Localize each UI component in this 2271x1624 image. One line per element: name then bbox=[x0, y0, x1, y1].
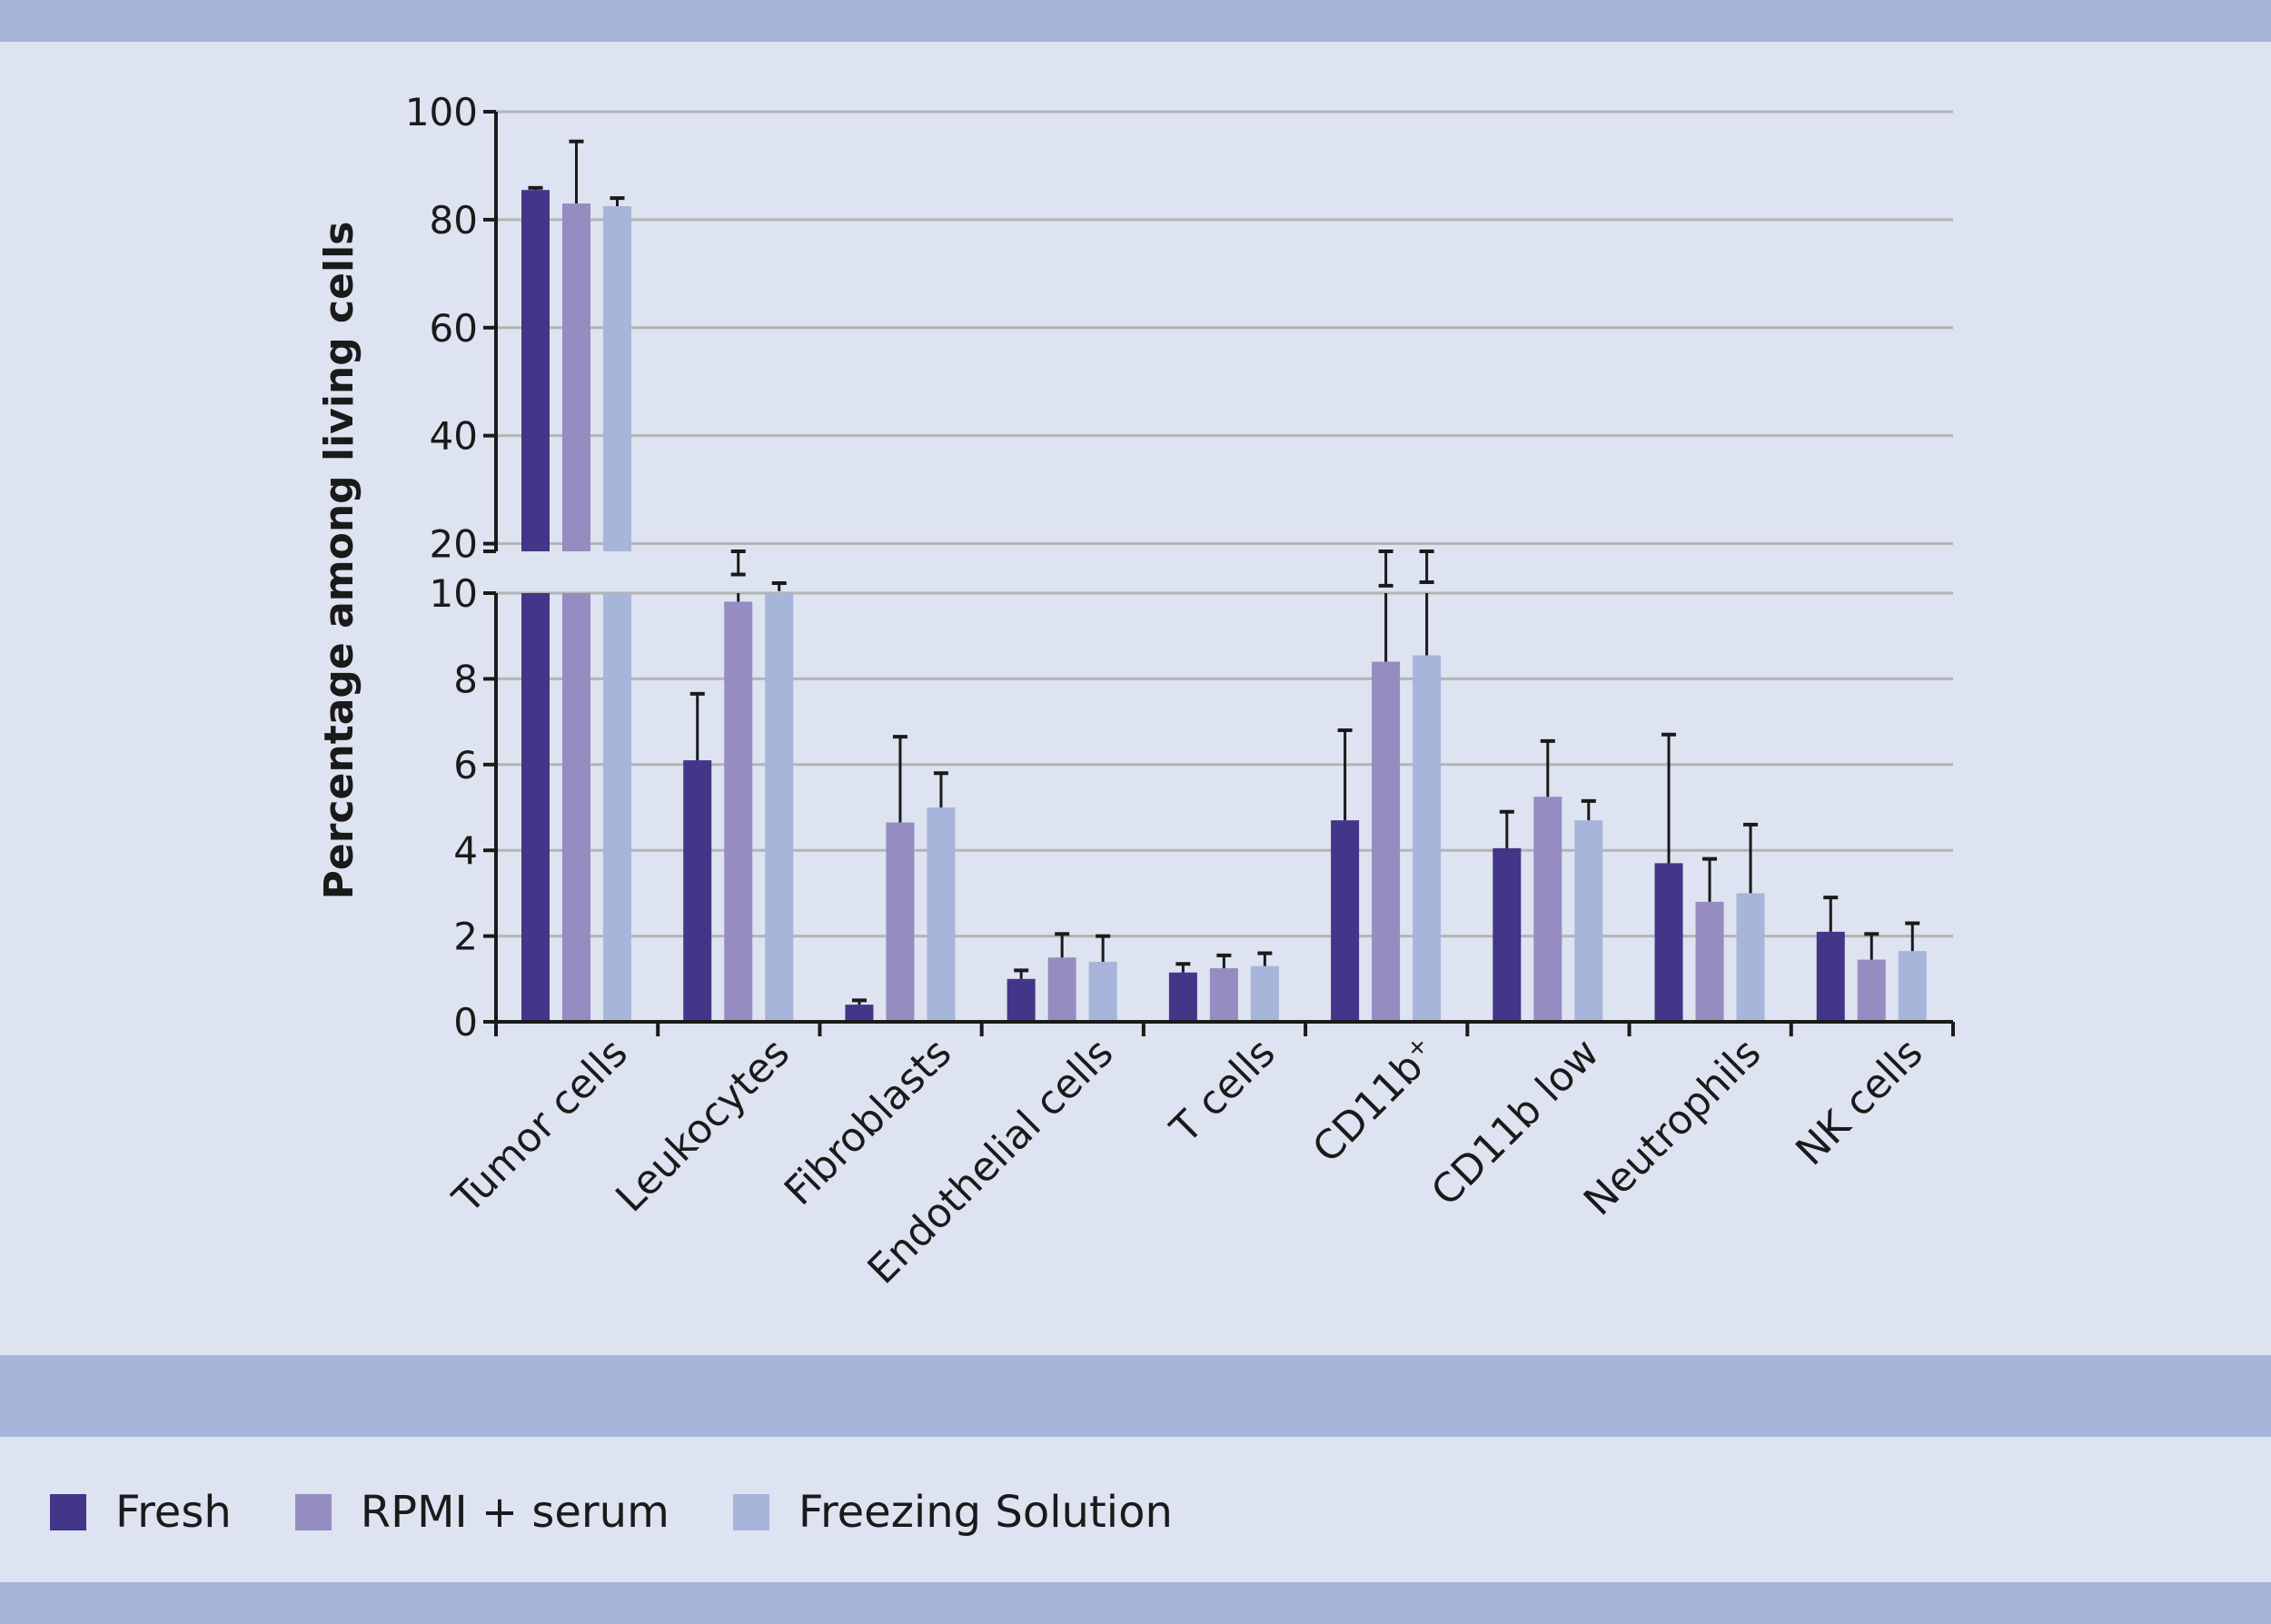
bar-2-2 bbox=[927, 807, 956, 1022]
legend-item-fresh: Fresh bbox=[50, 1487, 232, 1538]
bar-8-2 bbox=[1898, 951, 1927, 1022]
bar-0-2-lower bbox=[603, 593, 631, 1022]
top-band bbox=[0, 0, 2271, 42]
bar-2-1 bbox=[886, 822, 915, 1022]
y-tick-label-upper-60: 60 bbox=[430, 306, 478, 351]
bar-6-1 bbox=[1533, 797, 1562, 1022]
y-tick-label-lower-0: 0 bbox=[453, 1000, 478, 1045]
legend-item-rpmi-serum: RPMI + serum bbox=[294, 1487, 669, 1538]
x-tick-label-1: Leukocytes bbox=[607, 1030, 798, 1222]
bar-8-0 bbox=[1816, 931, 1845, 1022]
bar-4-2 bbox=[1250, 965, 1279, 1022]
bar-0-1-lower bbox=[562, 593, 590, 1022]
y-tick-label-lower-2: 2 bbox=[453, 915, 478, 959]
bar-3-2 bbox=[1088, 961, 1117, 1022]
middle-band bbox=[0, 1355, 2271, 1437]
x-tick-label-4: T cells bbox=[1161, 1030, 1284, 1153]
bar-7-1 bbox=[1695, 901, 1724, 1022]
bar-6-0 bbox=[1493, 847, 1522, 1022]
bar-4-1 bbox=[1209, 968, 1238, 1022]
bar-0-2-upper bbox=[603, 206, 631, 551]
legend: Fresh RPMI + serum Freezing Solution bbox=[50, 1480, 1236, 1544]
legend-swatch-rpmi-serum bbox=[294, 1494, 332, 1530]
y-tick-label-upper-100: 100 bbox=[405, 90, 478, 134]
x-tick-label-8: NK cells bbox=[1787, 1030, 1931, 1174]
y-tick-label-lower-6: 6 bbox=[453, 743, 478, 787]
bar-7-2 bbox=[1736, 893, 1765, 1022]
bar-3-1 bbox=[1047, 957, 1076, 1022]
bar-5-1 bbox=[1372, 661, 1401, 1022]
bar-1-0 bbox=[683, 760, 712, 1022]
bar-5-2 bbox=[1413, 655, 1442, 1022]
bar-0-1-upper bbox=[562, 203, 590, 552]
legend-item-freezing-solution: Freezing Solution bbox=[732, 1487, 1173, 1538]
bar-0-0-upper bbox=[521, 190, 550, 551]
bar-1-2-lower bbox=[765, 593, 794, 1022]
legend-label-rpmi-serum: RPMI + serum bbox=[360, 1487, 669, 1538]
y-axis-label: Percentage among living cells bbox=[316, 222, 362, 900]
bottom-band bbox=[0, 1582, 2271, 1624]
bar-2-0 bbox=[845, 1005, 874, 1022]
legend-swatch-freezing-solution bbox=[732, 1494, 769, 1530]
x-tick-label-0: Tumor cells bbox=[443, 1030, 637, 1223]
bars bbox=[521, 139, 1927, 1022]
legend-swatch-fresh bbox=[50, 1494, 86, 1530]
y-tick-label-lower-10: 10 bbox=[430, 571, 478, 616]
bar-0-0-lower bbox=[521, 593, 550, 1022]
bar-5-0 bbox=[1331, 820, 1360, 1022]
bar-1-1 bbox=[724, 601, 753, 1022]
y-tick-label-lower-8: 8 bbox=[453, 657, 478, 701]
y-tick-label-upper-80: 80 bbox=[430, 198, 478, 243]
legend-label-freezing-solution: Freezing Solution bbox=[798, 1487, 1173, 1538]
x-tick-label-5: CD11b+ bbox=[1304, 1030, 1446, 1173]
y-tick-label-upper-20: 20 bbox=[430, 522, 478, 567]
bar-4-0 bbox=[1168, 972, 1197, 1022]
bar-3-0 bbox=[1007, 978, 1036, 1022]
y-tick-label-lower-4: 4 bbox=[453, 828, 478, 873]
legend-label-fresh: Fresh bbox=[115, 1487, 232, 1538]
bar-8-1 bbox=[1857, 959, 1886, 1022]
grid-lines bbox=[496, 110, 1953, 938]
bar-7-0 bbox=[1654, 863, 1683, 1022]
y-tick-label-upper-40: 40 bbox=[430, 414, 478, 459]
bar-6-2 bbox=[1574, 820, 1603, 1022]
